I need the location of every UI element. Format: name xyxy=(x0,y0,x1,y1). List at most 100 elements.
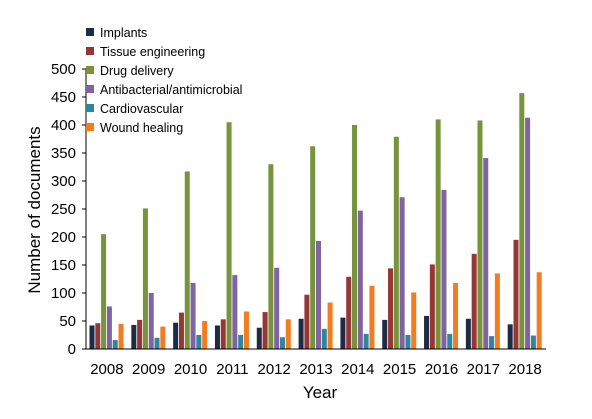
bar-wound-healing-2014 xyxy=(369,285,375,349)
bar-tissue-engineering-2011 xyxy=(220,319,226,349)
bar-drug-delivery-2011 xyxy=(226,122,232,349)
bar-antibacterial-antimicrobial-2013 xyxy=(316,240,321,349)
bar-implants-2009 xyxy=(131,324,137,349)
y-tick-label: 100 xyxy=(51,285,76,302)
y-tick-label: 300 xyxy=(51,173,76,190)
bar-cardiovascular-2016 xyxy=(447,333,453,349)
legend-swatch xyxy=(86,85,94,93)
bar-tissue-engineering-2016 xyxy=(429,264,435,349)
x-tick-label: 2015 xyxy=(383,361,416,378)
bar-wound-healing-2009 xyxy=(160,326,166,349)
x-tick-label: 2011 xyxy=(216,361,248,378)
bar-tissue-engineering-2014 xyxy=(346,276,352,349)
bar-tissue-engineering-2018 xyxy=(513,239,519,349)
bar-cardiovascular-2009 xyxy=(154,337,160,349)
legend-swatch xyxy=(86,66,94,74)
bar-drug-delivery-2013 xyxy=(310,146,316,349)
y-tick-label: 450 xyxy=(51,89,76,106)
bar-cardiovascular-2018 xyxy=(530,335,536,349)
y-tick-label: 250 xyxy=(51,201,76,218)
bar-antibacterial-antimicrobial-2018 xyxy=(525,117,531,349)
bar-tissue-engineering-2008 xyxy=(95,323,101,349)
bar-drug-delivery-2012 xyxy=(268,164,274,349)
legend-label: Cardiovascular xyxy=(100,102,183,116)
bar-tissue-engineering-2013 xyxy=(304,294,310,349)
y-tick-label: 350 xyxy=(51,145,76,162)
x-tick-label: 2017 xyxy=(467,361,500,378)
bar-antibacterial-antimicrobial-2009 xyxy=(148,293,154,349)
bars-layer xyxy=(89,93,542,350)
x-tick-label: 2013 xyxy=(299,361,332,378)
legend: Implants Tissue engineering Drug delivery A… xyxy=(86,26,242,135)
bar-cardiovascular-2010 xyxy=(196,335,202,349)
x-tick-label: 2009 xyxy=(132,361,165,378)
y-tick-label: 50 xyxy=(59,313,76,330)
bar-cardiovascular-2017 xyxy=(489,336,495,349)
bar-wound-healing-2016 xyxy=(453,282,459,349)
bar-tissue-engineering-2009 xyxy=(137,319,143,349)
bar-wound-healing-2012 xyxy=(285,319,291,349)
bar-antibacterial-antimicrobial-2008 xyxy=(106,306,112,349)
y-tick-label: 500 xyxy=(51,61,76,78)
bar-implants-2008 xyxy=(89,325,95,349)
y-tick-label: 0 xyxy=(68,341,76,358)
bar-wound-healing-2008 xyxy=(118,323,124,349)
bar-drug-delivery-2010 xyxy=(184,171,190,349)
legend-swatch xyxy=(86,104,94,112)
bar-cardiovascular-2011 xyxy=(238,335,244,349)
legend-label: Antibacterial/antimicrobial xyxy=(100,83,242,97)
bar-tissue-engineering-2017 xyxy=(471,253,477,349)
bar-wound-healing-2015 xyxy=(411,292,417,349)
bar-antibacterial-antimicrobial-2015 xyxy=(399,197,405,349)
x-axis-title: Year xyxy=(303,383,338,402)
y-tick-label: 400 xyxy=(51,117,76,134)
bar-cardiovascular-2012 xyxy=(279,337,285,349)
bar-implants-2012 xyxy=(256,327,262,349)
bar-tissue-engineering-2015 xyxy=(388,268,394,349)
bar-drug-delivery-2017 xyxy=(477,120,483,350)
x-tick-label: 2018 xyxy=(508,361,541,378)
bar-wound-healing-2011 xyxy=(243,311,249,349)
bar-tissue-engineering-2012 xyxy=(262,312,268,349)
legend-swatch xyxy=(86,28,94,36)
x-tick-label: 2016 xyxy=(425,361,458,378)
bar-drug-delivery-2009 xyxy=(142,208,148,349)
bar-cardiovascular-2014 xyxy=(363,333,369,349)
bar-tissue-engineering-2010 xyxy=(178,312,184,349)
x-tick-label: 2010 xyxy=(174,361,207,378)
legend-swatch xyxy=(86,123,94,131)
legend-label: Implants xyxy=(100,26,147,40)
bar-drug-delivery-2016 xyxy=(435,119,441,350)
x-tick-label: 2014 xyxy=(341,361,374,378)
bar-drug-delivery-2018 xyxy=(519,93,525,349)
y-tick-label: 200 xyxy=(51,229,76,246)
bar-drug-delivery-2008 xyxy=(101,234,107,349)
y-axis-title: Number of documents xyxy=(25,126,44,293)
bar-implants-2011 xyxy=(214,325,220,349)
bar-antibacterial-antimicrobial-2014 xyxy=(357,210,363,349)
bar-wound-healing-2010 xyxy=(202,321,208,349)
legend-label: Drug delivery xyxy=(100,64,174,78)
x-tick-label: 2008 xyxy=(90,361,123,378)
bar-implants-2014 xyxy=(340,317,346,349)
bar-wound-healing-2017 xyxy=(494,273,500,349)
bar-drug-delivery-2014 xyxy=(352,125,358,349)
bar-wound-healing-2013 xyxy=(327,302,333,349)
x-tick-label: 2012 xyxy=(258,361,291,378)
bar-implants-2010 xyxy=(173,322,179,349)
bar-antibacterial-antimicrobial-2017 xyxy=(483,158,489,349)
bar-drug-delivery-2015 xyxy=(393,136,399,349)
bar-wound-healing-2018 xyxy=(536,272,542,349)
legend-label: Tissue engineering xyxy=(100,45,205,59)
bar-implants-2015 xyxy=(382,319,388,349)
legend-label: Wound healing xyxy=(100,121,183,135)
bar-antibacterial-antimicrobial-2016 xyxy=(441,189,447,349)
bar-implants-2016 xyxy=(424,315,430,349)
legend-swatch xyxy=(86,47,94,55)
bar-implants-2018 xyxy=(507,324,513,349)
bar-antibacterial-antimicrobial-2012 xyxy=(274,267,280,349)
y-tick-label: 150 xyxy=(51,257,76,274)
bar-cardiovascular-2015 xyxy=(405,335,411,349)
